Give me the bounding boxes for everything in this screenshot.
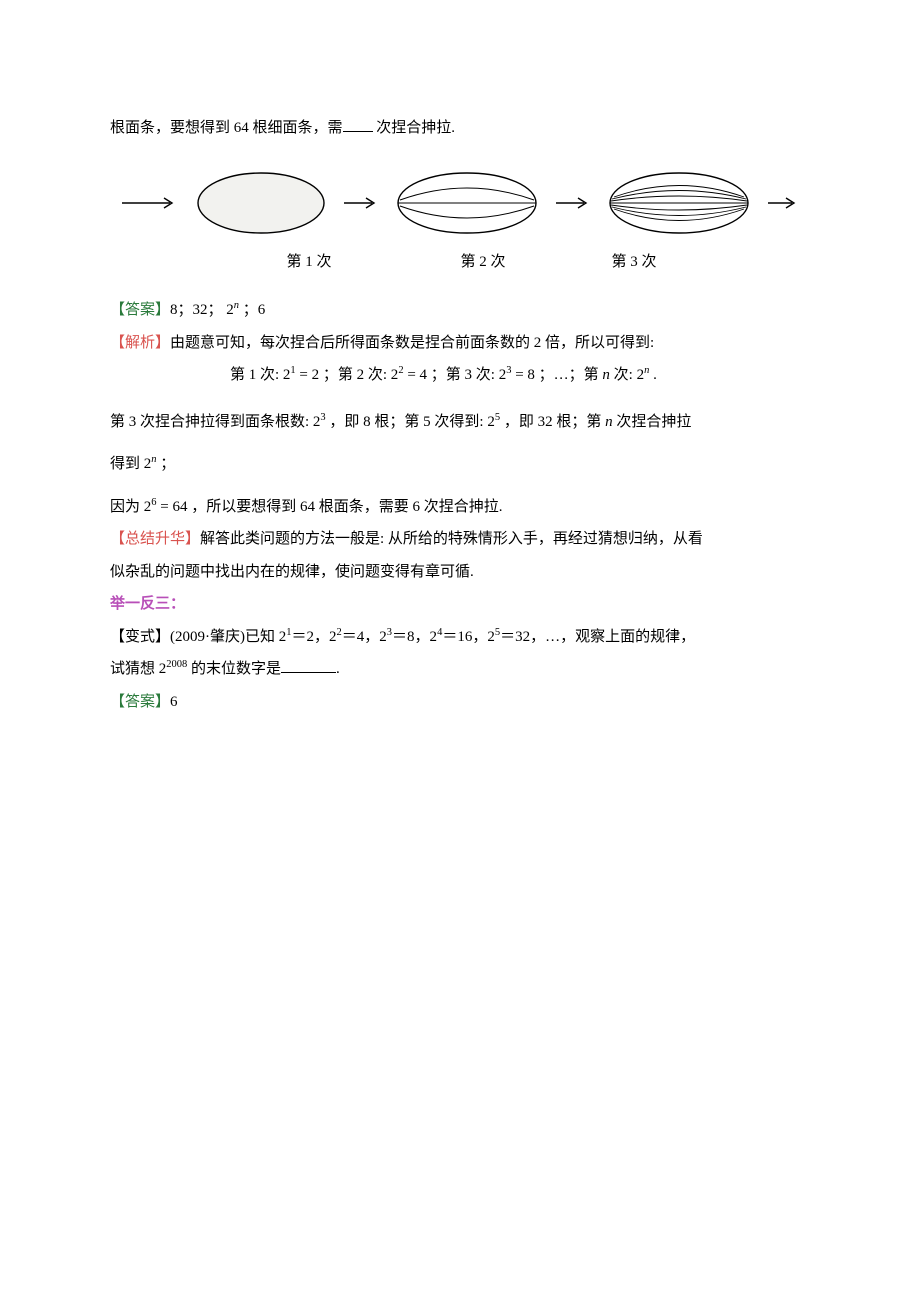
stage-label-3: 第 3 次 (563, 248, 705, 277)
para-2: 第 3 次捏合抻拉得到面条根数: 23 ，即 8 根；第 5 次得到: 25 ，… (110, 408, 810, 437)
text-fragment: 的末位数字是 (187, 661, 281, 677)
text-fragment: ＝8，2 (392, 629, 437, 645)
arrow-icon (766, 193, 800, 213)
answer-line-2: 【答案】6 (110, 688, 810, 717)
text-fragment: = 64 ，所以要想得到 64 根面条，需要 6 次捏合抻拉. (157, 499, 503, 515)
text-fragment: 试猜想 2 (110, 661, 166, 677)
arrow-icon (554, 193, 592, 213)
answer-line: 【答案】8；32； 2n ；6 (110, 296, 810, 325)
text-fragment: 第 3 次捏合抻拉得到面条根数: 2 (110, 414, 320, 430)
text-fragment: 次捏合抻拉. (373, 120, 456, 136)
text-fragment: . (336, 661, 340, 677)
text-fragment: 得到 2 (110, 456, 151, 472)
dough-stage-2 (394, 168, 540, 238)
answer-value: 8；32； 2 (170, 302, 234, 318)
var-n: n (605, 414, 613, 430)
seq-text: 次: 2 (610, 367, 644, 383)
stage-label-1: 第 1 次 (215, 248, 403, 277)
variant-label: 【变式】 (110, 629, 170, 645)
analysis-label: 【解析】 (110, 335, 170, 351)
sequence-line: 第 1 次: 21 = 2 ；第 2 次: 22 = 4 ；第 3 次: 23 … (110, 361, 810, 390)
dough-stage-3 (606, 168, 752, 238)
var-n: n (602, 367, 610, 383)
analysis-line: 【解析】由题意可知，每次捏合后所得面条数是捏合前面条数的 2 倍，所以可得到: (110, 329, 810, 358)
fill-blank (281, 656, 336, 674)
analysis-body: 由题意可知，每次捏合后所得面条数是捏合前面条数的 2 倍，所以可得到: (170, 335, 654, 351)
seq-text: 第 1 次: 2 (230, 367, 290, 383)
variant-body-1: 【变式】(2009·肇庆)已知 21＝2，22＝4，23＝8，24＝16，25＝… (110, 623, 810, 652)
arrow-icon (120, 193, 180, 213)
text-fragment: ，即 8 根；第 5 次得到: 2 (326, 414, 495, 430)
seq-text: . (649, 367, 657, 383)
summary-text: 似杂乱的问题中找出内在的规律，使问题变得有章可循. (110, 564, 474, 580)
summary-label: 【总结升华】 (110, 531, 200, 547)
exp: 2008 (166, 659, 187, 670)
text-fragment: 根面条，要想得到 64 根细面条，需 (110, 120, 343, 136)
fill-blank (343, 115, 373, 133)
variant-body-2: 试猜想 22008 的末位数字是. (110, 655, 810, 684)
text-fragment: 次捏合抻拉 (613, 414, 692, 430)
summary-line-1: 【总结升华】解答此类问题的方法一般是: 从所给的特殊情形入手，再经过猜想归纳，从… (110, 525, 810, 554)
variant-header: 举一反三： (110, 590, 810, 619)
text-fragment: 因为 2 (110, 499, 151, 515)
seq-text: = 4 ；第 3 次: 2 (404, 367, 507, 383)
stage-label-2: 第 2 次 (403, 248, 563, 277)
seq-text: = 8 ；…；第 (511, 367, 602, 383)
answer-label: 【答案】 (110, 302, 170, 318)
answer-tail: ；6 (239, 302, 265, 318)
summary-line-2: 似杂乱的问题中找出内在的规律，使问题变得有章可循. (110, 558, 810, 587)
seq-text: = 2 ；第 2 次: 2 (296, 367, 399, 383)
text-fragment: ＝2，2 (292, 629, 337, 645)
answer-label: 【答案】 (110, 694, 170, 710)
text-fragment: ＝16，2 (442, 629, 495, 645)
text-fragment: ＝4，2 (342, 629, 387, 645)
variant-header-label: 举一反三： (110, 596, 185, 612)
text-fragment: ，即 32 根；第 (500, 414, 605, 430)
dough-stage-1 (194, 168, 328, 238)
text-fragment: ＝32，…，观察上面的规律， (500, 629, 695, 645)
diagram-labels: 第 1 次 第 2 次 第 3 次 (110, 248, 810, 277)
text-fragment: ； (157, 456, 176, 472)
problem-continuation: 根面条，要想得到 64 根细面条，需 次捏合抻拉. (110, 114, 810, 143)
para-3: 得到 2n ； (110, 450, 810, 479)
para-4: 因为 26 = 64 ，所以要想得到 64 根面条，需要 6 次捏合抻拉. (110, 493, 810, 522)
noodle-diagram (110, 168, 810, 238)
text-fragment: (2009·肇庆)已知 2 (170, 629, 286, 645)
summary-text: 解答此类问题的方法一般是: 从所给的特殊情形入手，再经过猜想归纳，从看 (200, 531, 703, 547)
answer-value: 6 (170, 694, 178, 710)
arrow-icon (342, 193, 380, 213)
